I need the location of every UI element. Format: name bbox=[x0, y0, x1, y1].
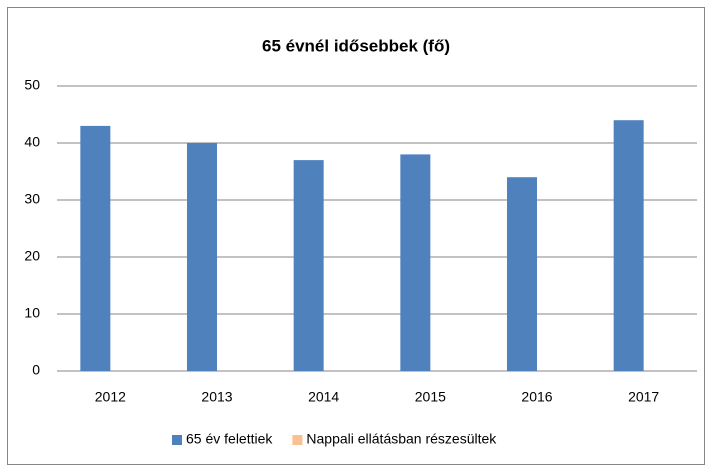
y-tick-label: 40 bbox=[24, 134, 40, 150]
legend-swatch bbox=[172, 435, 182, 445]
y-tick-label: 10 bbox=[24, 305, 40, 321]
y-tick-label: 0 bbox=[32, 362, 40, 378]
x-tick-label: 2012 bbox=[95, 389, 126, 405]
legend-label: 65 év felettiek bbox=[186, 431, 273, 447]
bar bbox=[187, 143, 217, 371]
bar bbox=[400, 154, 431, 371]
x-tick-label: 2013 bbox=[201, 389, 232, 405]
x-tick-label: 2017 bbox=[628, 389, 659, 405]
y-tick-label: 50 bbox=[24, 77, 40, 93]
bar bbox=[80, 125, 111, 372]
bar bbox=[293, 160, 324, 371]
bar bbox=[613, 120, 644, 371]
legend-swatch bbox=[292, 435, 303, 445]
x-tick-label: 2014 bbox=[308, 389, 339, 405]
x-tick-label: 2015 bbox=[415, 389, 446, 405]
y-tick-label: 30 bbox=[24, 191, 40, 207]
x-tick-label: 2016 bbox=[521, 389, 552, 405]
chart-border bbox=[7, 7, 705, 465]
y-tick-label: 20 bbox=[24, 248, 40, 264]
chart-title: 65 évnél idősebbek (fő) bbox=[262, 36, 450, 55]
legend-label: Nappali ellátásban részesültek bbox=[306, 431, 497, 447]
bar bbox=[507, 177, 537, 371]
